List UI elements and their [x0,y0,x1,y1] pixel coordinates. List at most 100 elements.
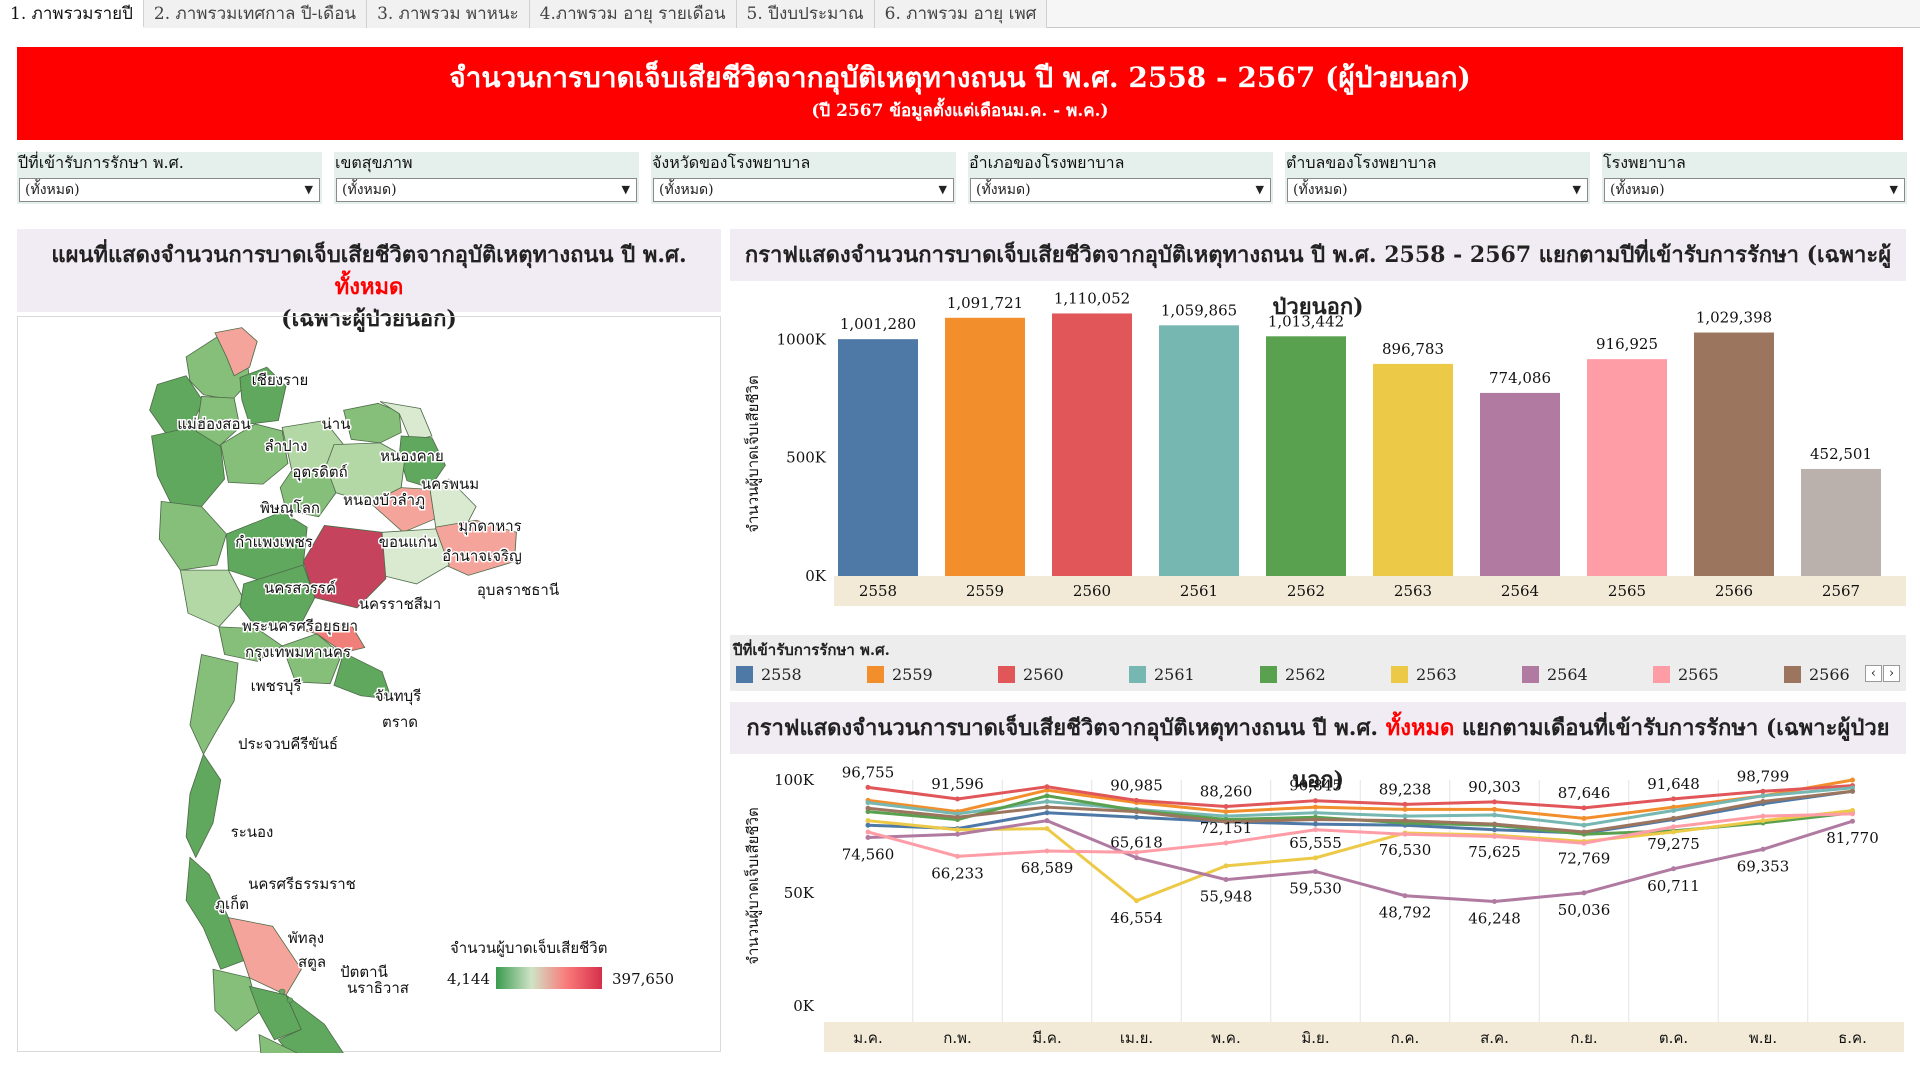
line-point [955,853,960,859]
legend-item-2564[interactable]: 2564 [1522,663,1588,685]
line-data-label: 72,769 [1558,850,1611,868]
filter-dropdown[interactable]: (ทั้งหมด) ▼ [336,178,637,202]
line-point [1581,805,1587,811]
line-point [1313,827,1318,833]
province-label: นครพนม [421,475,479,493]
line-point [1044,810,1050,816]
province-label: เพชรบุรี [251,677,302,696]
province-shape [239,564,316,630]
line-data-label: 96,755 [842,763,895,781]
line-point [1044,798,1050,804]
line-point [865,834,871,840]
bar-value-label: 916,925 [1596,335,1658,353]
line-series-2563 [867,809,1853,903]
province-label: แม่ฮ่องสอน [177,415,250,433]
legend-swatch [998,665,1015,683]
map-panel-title: แผนที่แสดงจำนวนการบาดเจ็บเสียชีวิตจากอุบ… [17,229,721,332]
legend-item-2562[interactable]: 2562 [1260,663,1326,685]
line-data-label: 48,792 [1379,904,1432,922]
legend-item-2560[interactable]: 2560 [998,663,1064,685]
legend-item-2565[interactable]: 2565 [1653,663,1719,685]
line-data-label: 90,985 [1110,776,1163,794]
line-xtick-label: ต.ค. [1659,1029,1688,1047]
filter-dropdown[interactable]: (ทั้งหมด) ▼ [19,178,320,202]
line-xtick-label: มิ.ย. [1301,1029,1329,1047]
filter-value: (ทั้งหมด) [976,182,1031,198]
map-title-sub: (เฉพาะผู้ป่วยนอก) [281,306,457,332]
legend-item-2566[interactable]: 2566 [1784,663,1850,685]
tab-5[interactable]: 5. ปีงบประมาณ [736,0,875,28]
filter-dropdown[interactable]: (ทั้งหมด) ▼ [1287,178,1588,202]
legend-prev-button[interactable]: ‹ [1865,665,1882,682]
line-series-2561 [867,786,1853,827]
bar-xtick-label: 2563 [1394,582,1432,600]
legend-item-2558[interactable]: 2558 [736,663,802,685]
line-point [1671,808,1676,814]
province-label: นครศรีธรรมราช [248,875,356,893]
province-shape [212,968,260,1032]
legend-item-2561[interactable]: 2561 [1129,663,1195,685]
legend-item-2559[interactable]: 2559 [867,663,933,685]
line-point [1134,849,1139,855]
line-data-label: 89,238 [1379,780,1432,798]
tab-6[interactable]: 6. ภาพรวม อายุ เพศ [874,0,1048,28]
legend-item-2563[interactable]: 2563 [1391,663,1457,685]
bar-value-label: 774,086 [1489,369,1551,387]
line-data-label: 98,799 [1737,767,1790,785]
bar-2562 [1266,336,1346,576]
line-point [1850,777,1855,783]
line-chart: 0K 50K 100K จำนวนผู้บาดเจ็บเสียชีวิตม.ค. ก.พ… [743,763,1904,1052]
filter-dropdown[interactable]: (ทั้งหมด) ▼ [970,178,1271,202]
line-data-label: 88,260 [1200,783,1253,801]
tab-bar: 1. ภาพรวมรายปี 2. ภาพรวมเทศกาล ปี-เดือน 3.… [0,0,1920,28]
line-point [1402,806,1408,812]
tab-4[interactable]: 4.ภาพรวม อายุ รายเดือน [529,0,737,28]
filter-dropdown[interactable]: (ทั้งหมด) ▼ [1604,178,1905,202]
tab-2[interactable]: 2. ภาพรวมเทศกาล ปี-เดือน [143,0,368,28]
bar-value-label: 1,029,398 [1696,309,1772,327]
filter-dropdown[interactable]: (ทั้งหมด) ▼ [653,178,954,202]
line-point [1223,819,1229,825]
legend-next-button[interactable]: › [1883,665,1900,682]
province-shape [195,396,241,447]
legend-label: 2563 [1416,664,1457,684]
legend-label: 2561 [1154,664,1195,684]
province-map[interactable]: เชียงราย แม่ฮ่องสอน น่าน ลำปาง อุตรดิตถ์ หนอง… [17,316,721,1066]
filter-4: อำเภอของโรงพยาบาล (ทั้งหมด) ▼ [968,152,1273,204]
tab-3[interactable]: 3. ภาพรวม พาหนะ [367,0,530,28]
legend-swatch [1653,665,1670,683]
filter-label: เขตสุขภาพ [335,153,413,172]
bar-xtick-label: 2561 [1180,582,1218,600]
line-point [1223,809,1229,815]
map-legend-max: 397,650 [612,970,674,988]
province-label: นครราชสีมา [359,595,441,613]
tab-1[interactable]: 1. ภาพรวมรายปี [0,0,144,28]
province-shape [179,569,245,628]
filter-value: (ทั้งหมด) [1293,182,1348,198]
chevron-down-icon: ▼ [938,183,947,196]
line-data-label: 55,948 [1200,888,1253,906]
line-point [1581,815,1587,821]
line-point [1223,863,1229,869]
province-label: เชียงราย [252,371,309,389]
line-point [1134,814,1139,820]
line-point [1760,793,1766,799]
bar-value-label: 1,091,721 [947,294,1023,312]
line-point [865,818,871,824]
filter-value: (ทั้งหมด) [25,182,80,198]
line-point [1581,829,1587,835]
bar-xtick-label: 2564 [1501,582,1539,600]
line-y-axis-title: จำนวนผู้บาดเจ็บเสียชีวิต [743,807,762,964]
bar-2566 [1694,332,1774,576]
province-shape [277,994,345,1066]
line-point [1402,818,1408,824]
bar-2563 [1373,363,1453,576]
bar-ytick-label: 1000K [777,330,827,348]
map-legend-title: จำนวนผู้บาดเจ็บเสียชีวิต [450,938,607,957]
legend-swatch [1391,665,1408,683]
line-point [1492,812,1497,818]
province-label: สตูล [298,953,326,971]
line-point [1402,893,1408,899]
line-point [1671,866,1676,872]
legend-swatch [1260,665,1277,683]
